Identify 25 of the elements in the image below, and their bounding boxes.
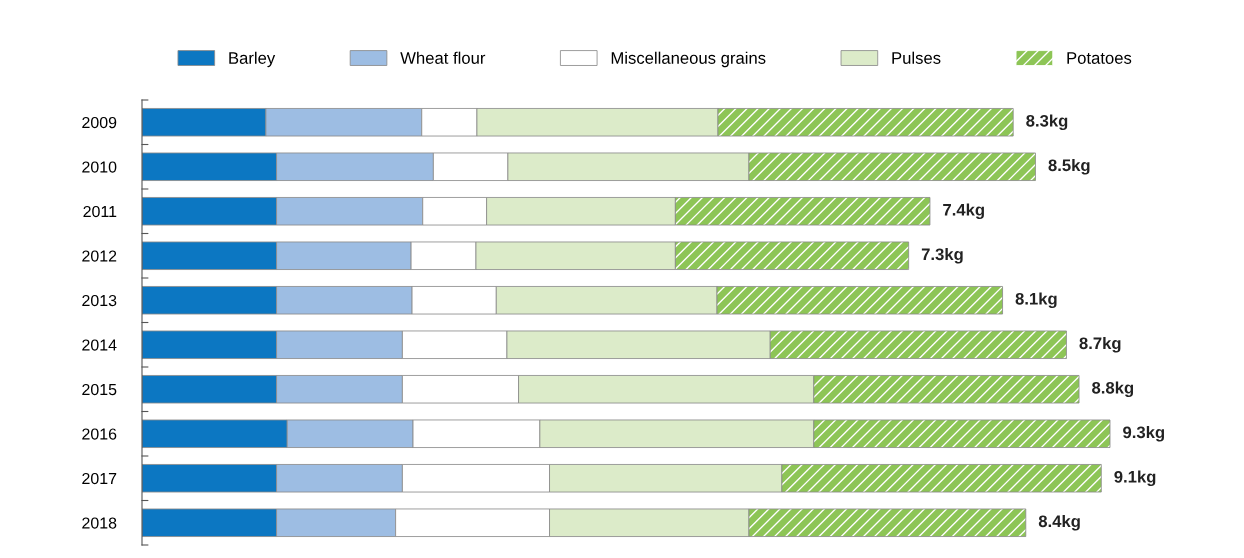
annotation: 7.4kg — [943, 203, 984, 220]
annotation: 7.3kg — [921, 247, 963, 264]
annotation: 8.3kg — [1026, 114, 1068, 131]
annotation: 8.7kg — [1079, 336, 1121, 353]
annotation: 9.3kg — [1123, 425, 1164, 442]
annotation: 8.8kg — [1092, 381, 1134, 398]
annotation: 9.1kg — [1114, 470, 1156, 487]
legend-label: Wheat flour — [400, 51, 486, 64]
y-tick-label: 2012 — [82, 250, 117, 262]
y-tick-label: 2016 — [82, 428, 117, 440]
y-tick-label: 2014 — [82, 339, 117, 351]
y-tick-label: 2018 — [82, 517, 117, 529]
legend-label: Barley — [229, 51, 276, 68]
y-tick-label: 2015 — [82, 383, 117, 396]
annotation: 8.4kg — [1038, 514, 1080, 531]
annotation: 8.1kg — [1015, 292, 1057, 309]
legend-label: Potatoes — [1067, 52, 1132, 64]
y-tick-label: 2011 — [83, 205, 117, 218]
legend-label: Miscellaneous grains — [611, 51, 766, 68]
y-tick-label: 2009 — [82, 116, 117, 129]
annotation: 8.5kg — [1048, 158, 1090, 175]
y-tick-label: 2017 — [82, 472, 117, 485]
legend-label: Pulses — [892, 51, 941, 64]
y-tick-label: 2013 — [82, 294, 117, 307]
y-tick-label: 2010 — [82, 161, 117, 173]
